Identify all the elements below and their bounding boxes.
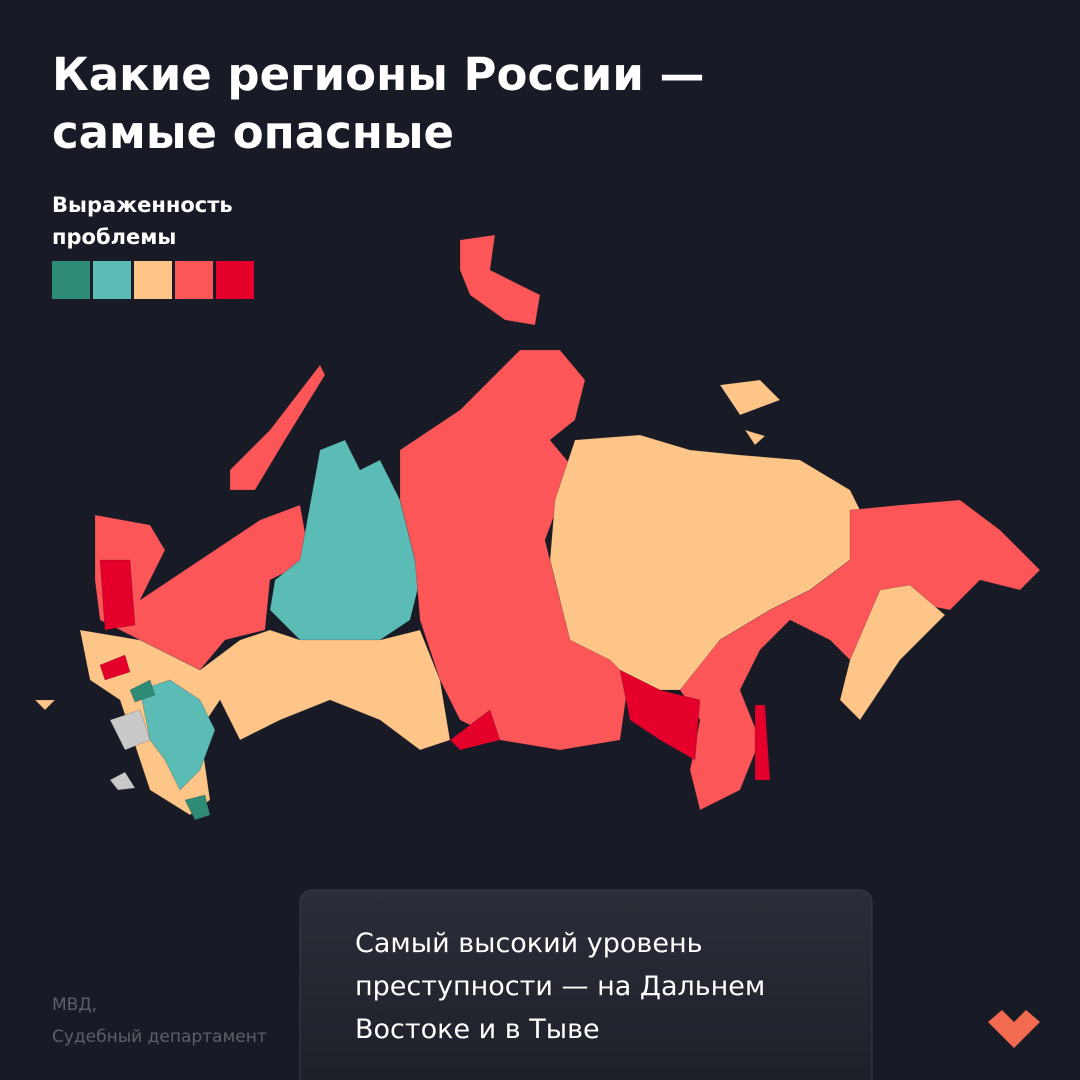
region bbox=[549, 434, 866, 691]
callout-line: преступности — на Дальнем bbox=[355, 971, 765, 1002]
region-no-data bbox=[109, 709, 151, 751]
region bbox=[269, 439, 421, 641]
region bbox=[459, 234, 541, 326]
legend-swatch bbox=[175, 261, 213, 299]
region bbox=[184, 794, 211, 821]
region bbox=[99, 559, 136, 631]
source: МВД, bbox=[52, 995, 97, 1015]
region bbox=[129, 679, 156, 703]
logo bbox=[988, 1010, 1040, 1048]
map bbox=[34, 234, 1041, 821]
region-no-data bbox=[109, 771, 136, 791]
legend-swatches bbox=[52, 261, 254, 299]
legend-swatch bbox=[93, 261, 131, 299]
callout-line: Самый высокий уровень bbox=[355, 928, 703, 959]
region bbox=[839, 584, 946, 721]
legend-swatch bbox=[216, 261, 254, 299]
region bbox=[619, 669, 701, 761]
region bbox=[719, 379, 781, 416]
region bbox=[229, 364, 326, 491]
region bbox=[744, 429, 766, 446]
legend-swatch bbox=[52, 261, 90, 299]
legend-label: проблемы bbox=[52, 225, 176, 249]
title-line: самые опасные bbox=[52, 106, 454, 159]
callout-box bbox=[299, 889, 873, 1080]
legend-swatch bbox=[134, 261, 172, 299]
callout-line: Востоке и в Тыве bbox=[355, 1014, 600, 1045]
legend-label: Выраженность bbox=[52, 193, 233, 217]
region bbox=[34, 699, 56, 711]
region bbox=[449, 709, 501, 751]
region bbox=[99, 654, 131, 681]
region bbox=[679, 499, 1041, 811]
region bbox=[139, 679, 216, 791]
title-line: Какие регионы России — bbox=[52, 48, 705, 101]
source: Судебный департамент bbox=[52, 1027, 267, 1047]
region bbox=[754, 704, 771, 781]
